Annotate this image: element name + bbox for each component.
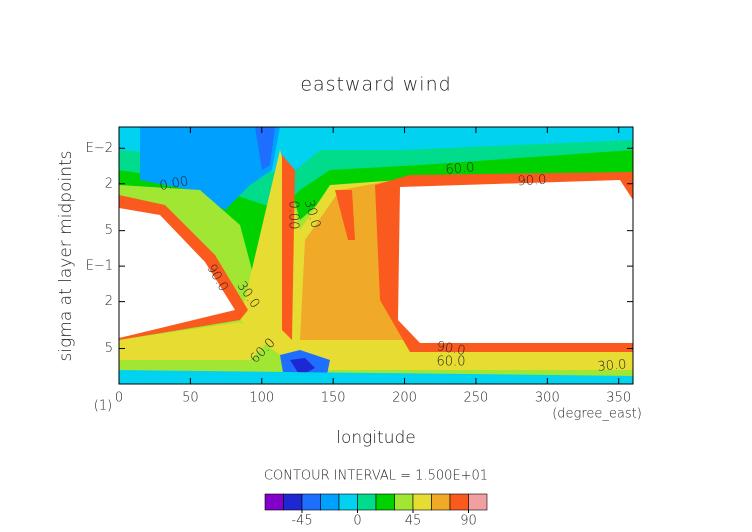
- fill-region: [335, 190, 355, 240]
- fill-region: [119, 322, 270, 360]
- colorbar-tick-label: -45: [291, 514, 312, 529]
- x-tick-label: 250: [464, 391, 489, 406]
- x-tick-label: 100: [249, 391, 274, 406]
- y-axis-label: sigma at layer midpoints: [56, 151, 76, 362]
- colorbar-box: [431, 493, 451, 511]
- x-tick-label: 0: [115, 391, 123, 406]
- x-axis-label: longitude: [336, 428, 416, 448]
- y-tick-label: 5: [105, 223, 113, 238]
- x-tick-label: 350: [606, 391, 631, 406]
- x-tick-label: 50: [182, 391, 199, 406]
- colorbar-tick-label: 90: [460, 514, 477, 529]
- fill-region: [398, 180, 633, 343]
- fill-region: [282, 155, 295, 340]
- colorbar-box: [283, 493, 303, 511]
- colorbar-box: [449, 493, 469, 511]
- colorbar-box: [264, 493, 284, 511]
- colorbar-box: [301, 493, 321, 511]
- contour-interval: CONTOUR INTERVAL = 1.500E+01: [264, 469, 488, 484]
- contour-label: 0.00: [158, 174, 189, 194]
- contour-label: 90.0: [517, 173, 547, 189]
- x-tick-label: 300: [535, 391, 560, 406]
- contour-label: 90.0: [435, 339, 466, 359]
- y-tick-label: 2: [105, 176, 113, 191]
- colorbar-box: [375, 493, 395, 511]
- chart-title: eastward wind: [300, 74, 451, 96]
- y-tick-label: 2: [105, 294, 113, 309]
- colorbar-box: [394, 493, 414, 511]
- colorbar-box: [338, 493, 358, 511]
- colorbar-tick-label: 0: [353, 514, 361, 529]
- x-unit-label: (degree_east): [552, 407, 642, 422]
- plot-frame: [118, 126, 634, 385]
- colorbar-box: [320, 493, 340, 511]
- y-tick-label: 5: [105, 341, 113, 356]
- x-tick-label: 150: [321, 391, 346, 406]
- contour-label: 30.0: [597, 357, 627, 374]
- colorbar-box: [357, 493, 377, 511]
- x-tick-label: 200: [392, 391, 417, 406]
- fill-region: [119, 370, 633, 384]
- fill-region: [255, 127, 275, 170]
- colorbar-tick-label: 45: [405, 514, 422, 529]
- contour-label: 0.00: [286, 201, 301, 230]
- fill-region: [119, 208, 235, 338]
- contour-label: 60.0: [437, 355, 466, 370]
- y-tick-label: E−1: [86, 259, 113, 274]
- fill-region: [140, 127, 280, 210]
- colorbar-box: [412, 493, 432, 511]
- y-tick-label: E−2: [86, 141, 113, 156]
- colorbar-box: [468, 493, 488, 511]
- contour-field: [119, 127, 633, 384]
- y-unit-label: (1): [94, 399, 112, 414]
- contour-label: 60.0: [445, 160, 475, 177]
- fill-region: [290, 358, 315, 376]
- contour-label: 30.0: [301, 198, 323, 230]
